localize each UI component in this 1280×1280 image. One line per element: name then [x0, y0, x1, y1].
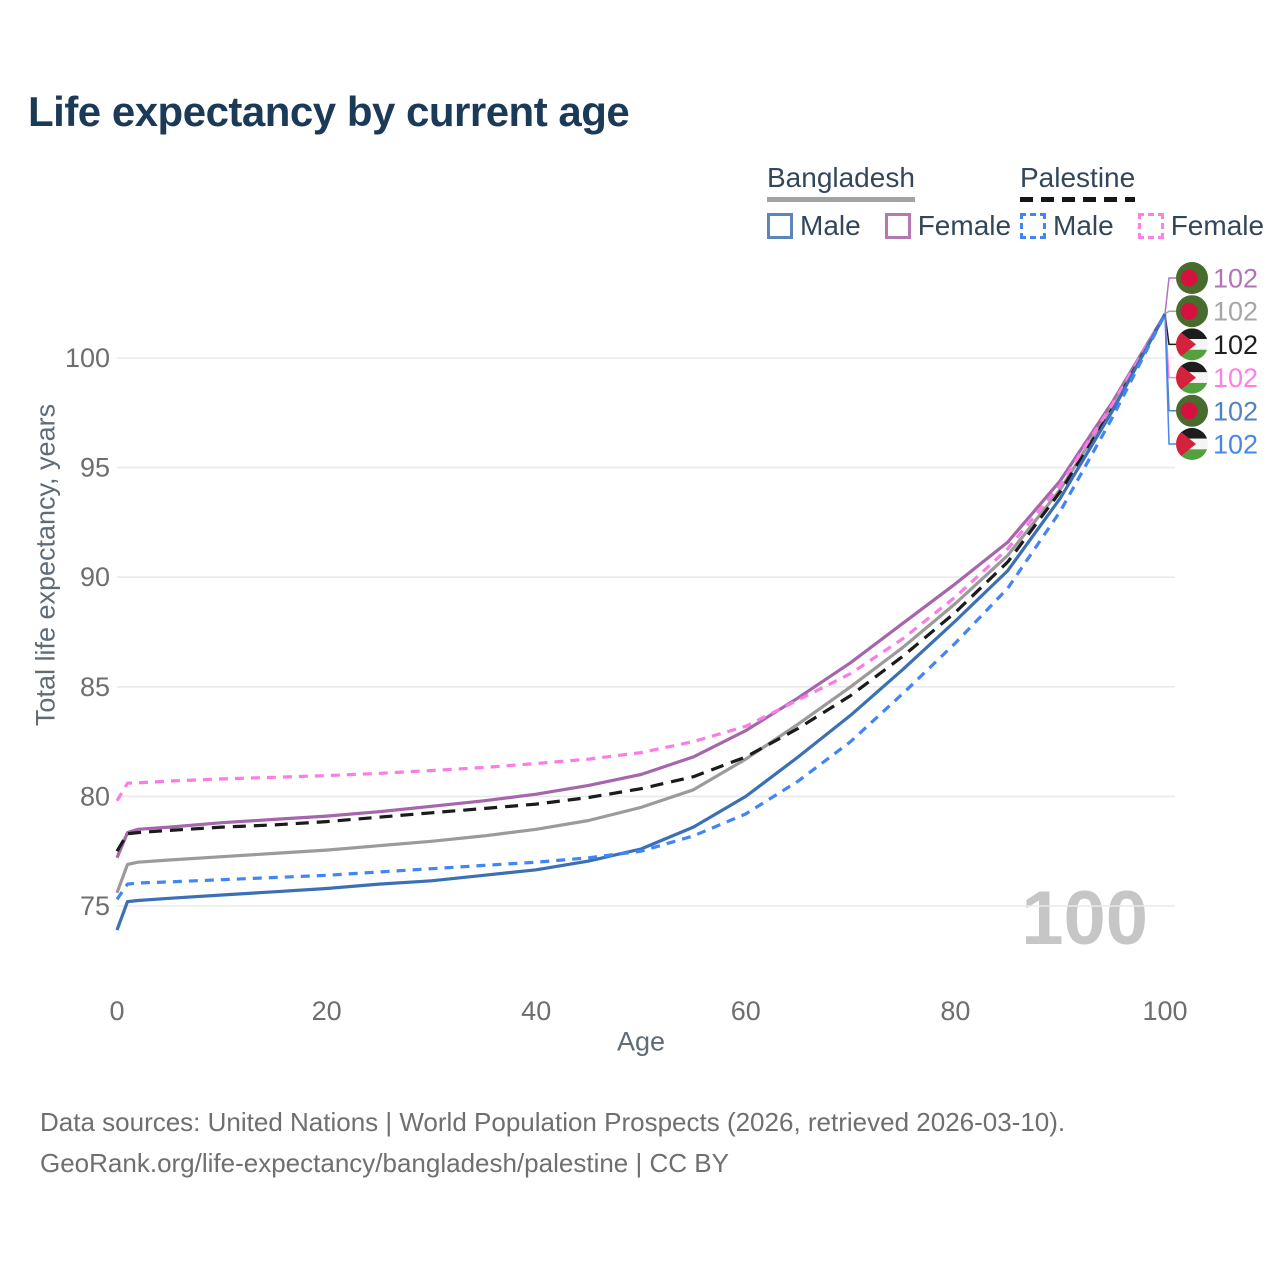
label-connector: [1164, 310, 1176, 315]
legend-items-bangladesh: Male Female: [767, 210, 1011, 242]
series-line-palestine-male[interactable]: [115, 313, 1167, 901]
x-tick-label: 100: [1142, 996, 1187, 1026]
legend-country-label: Palestine: [1020, 162, 1136, 193]
solid-square-swatch-icon: [884, 213, 911, 239]
legend-group-bangladesh: Bangladesh Male Female: [767, 162, 1011, 242]
label-connector: [1164, 313, 1176, 445]
end-value-label: 102: [1213, 297, 1258, 327]
flag-triangle: [1176, 361, 1196, 394]
palestine-flag-icon: [1176, 361, 1208, 394]
flag-band-black: [1176, 428, 1208, 439]
legend: Bangladesh Male Female Palestine: [0, 162, 1280, 248]
age-watermark: 100: [1021, 876, 1148, 961]
flag-triangle: [1176, 428, 1196, 460]
end-value-label: 102: [1213, 363, 1258, 393]
legend-item-palestine-male[interactable]: Male: [1020, 210, 1114, 242]
dashed-square-swatch-icon: [1020, 213, 1046, 239]
series-line-bangladesh-male[interactable]: [115, 313, 1167, 931]
dashed-square-swatch-icon: [1137, 213, 1164, 239]
palestine-flag-icon: [1176, 328, 1208, 361]
attribution-line: GeoRank.org/life-expectancy/bangladesh/p…: [40, 1148, 729, 1178]
y-axis-title: Total life expectancy, years: [30, 403, 61, 727]
solid-line-style-underline: [767, 197, 915, 202]
x-tick-label: 80: [940, 996, 970, 1026]
end-value-label: 102: [1213, 396, 1258, 426]
legend-country-label: Bangladesh: [767, 162, 915, 193]
legend-items-palestine: Male Female: [1020, 210, 1264, 242]
legend-country-palestine[interactable]: Palestine: [1020, 162, 1136, 202]
series-line-palestine-female[interactable]: [115, 313, 1167, 802]
chart-title: Life expectancy by current age: [28, 88, 630, 135]
x-tick-label: 60: [731, 996, 761, 1026]
flag-band-green: [1176, 382, 1208, 394]
legend-item-label: Female: [917, 210, 1012, 241]
palestine-flag-icon: [1176, 428, 1208, 460]
legend-country-bangladesh[interactable]: Bangladesh: [767, 162, 915, 202]
y-tick-label: 100: [65, 343, 110, 373]
flag-band-green: [1176, 349, 1208, 361]
legend-item-bangladesh-female[interactable]: Female: [884, 210, 1012, 242]
bangladesh-flag-icon: [1176, 394, 1208, 427]
y-tick-label: 75: [80, 891, 110, 921]
flag-disc: [1180, 302, 1198, 320]
flag-band-green: [1176, 449, 1208, 460]
series-line-bangladesh-female[interactable]: [115, 313, 1167, 859]
x-tick-label: 20: [312, 996, 342, 1026]
legend-item-label: Male: [800, 210, 861, 241]
x-tick-label: 0: [109, 996, 124, 1026]
x-axis-title: Age: [616, 1026, 666, 1057]
legend-item-bangladesh-male[interactable]: Male: [767, 210, 861, 242]
bangladesh-flag-icon: [1176, 295, 1208, 328]
series-line-bangladesh-total[interactable]: [115, 313, 1167, 894]
legend-group-palestine: Palestine Male Female: [1020, 162, 1264, 242]
y-tick-label: 90: [80, 562, 110, 592]
data-sources-line: Data sources: United Nations | World Pop…: [40, 1107, 1066, 1137]
bangladesh-flag-icon: [1176, 262, 1208, 294]
label-connector: [1164, 277, 1176, 315]
flag-disc: [1180, 402, 1198, 420]
end-value-label: 102: [1213, 330, 1258, 360]
x-tick-label: 40: [521, 996, 551, 1026]
end-value-label: 102: [1213, 264, 1258, 294]
flag-triangle: [1176, 328, 1196, 361]
flag-band-black: [1176, 328, 1208, 340]
end-value-label: 102: [1213, 430, 1258, 460]
legend-item-palestine-female[interactable]: Female: [1137, 210, 1265, 242]
y-tick-label: 85: [80, 672, 110, 702]
y-tick-label: 95: [80, 453, 110, 483]
solid-square-swatch-icon: [767, 213, 793, 239]
dashed-line-style-underline: [1020, 197, 1136, 202]
series-line-palestine-total[interactable]: [115, 313, 1167, 853]
flag-band-black: [1176, 361, 1208, 373]
y-tick-label: 80: [80, 781, 110, 811]
flag-disc: [1180, 269, 1198, 287]
legend-item-label: Male: [1053, 210, 1114, 241]
legend-item-label: Female: [1170, 210, 1265, 241]
footer: Data sources: United Nations | World Pop…: [40, 1102, 1065, 1184]
